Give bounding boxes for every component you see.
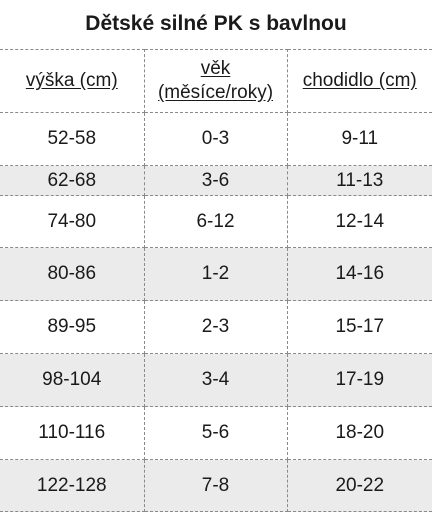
cell-age: 5-6 xyxy=(143,406,288,460)
table-row: 62-68 3-6 11-13 xyxy=(0,165,432,196)
header-height: výška (cm) xyxy=(0,49,145,113)
cell-height: 89-95 xyxy=(0,300,145,354)
header-age: věk (měsíce/roky) xyxy=(143,49,288,113)
header-age-text: věk (měsíce/roky) xyxy=(157,58,274,103)
cell-height: 52-58 xyxy=(0,112,145,166)
table-row: 89-95 2-3 15-17 xyxy=(0,300,432,354)
cell-height: 110-116 xyxy=(0,406,145,460)
cell-age: 7-8 xyxy=(143,459,288,512)
cell-age: 0-3 xyxy=(143,112,288,166)
cell-foot: 15-17 xyxy=(286,300,432,354)
cell-foot: 12-14 xyxy=(286,195,432,248)
table-row: 98-104 3-4 17-19 xyxy=(0,353,432,407)
cell-height: 74-80 xyxy=(0,195,145,248)
cell-age: 6-12 xyxy=(143,195,288,248)
cell-age: 1-2 xyxy=(143,247,288,301)
cell-foot: 14-16 xyxy=(286,247,432,301)
size-table: výška (cm) věk (měsíce/roky) chodidlo (c… xyxy=(0,49,432,512)
table-row: 110-116 5-6 18-20 xyxy=(0,406,432,460)
cell-age: 2-3 xyxy=(143,300,288,354)
table-row: 74-80 6-12 12-14 xyxy=(0,195,432,248)
cell-age: 3-6 xyxy=(143,165,288,196)
cell-foot: 11-13 xyxy=(286,165,432,196)
cell-height: 80-86 xyxy=(0,247,145,301)
cell-height: 62-68 xyxy=(0,165,145,196)
cell-age: 3-4 xyxy=(143,353,288,407)
cell-height: 98-104 xyxy=(0,353,145,407)
cell-foot: 9-11 xyxy=(286,112,432,166)
table-row: 80-86 1-2 14-16 xyxy=(0,247,432,301)
table-row: 52-58 0-3 9-11 xyxy=(0,112,432,166)
header-foot: chodidlo (cm) xyxy=(286,49,432,113)
header-row: výška (cm) věk (měsíce/roky) chodidlo (c… xyxy=(0,49,432,113)
cell-foot: 20-22 xyxy=(286,459,432,512)
cell-height: 122-128 xyxy=(0,459,145,512)
table-row: 122-128 7-8 20-22 xyxy=(0,459,432,512)
page-title: Dětské silné PK s bavlnou xyxy=(85,12,347,35)
cell-foot: 18-20 xyxy=(286,406,432,460)
cell-foot: 17-19 xyxy=(286,353,432,407)
